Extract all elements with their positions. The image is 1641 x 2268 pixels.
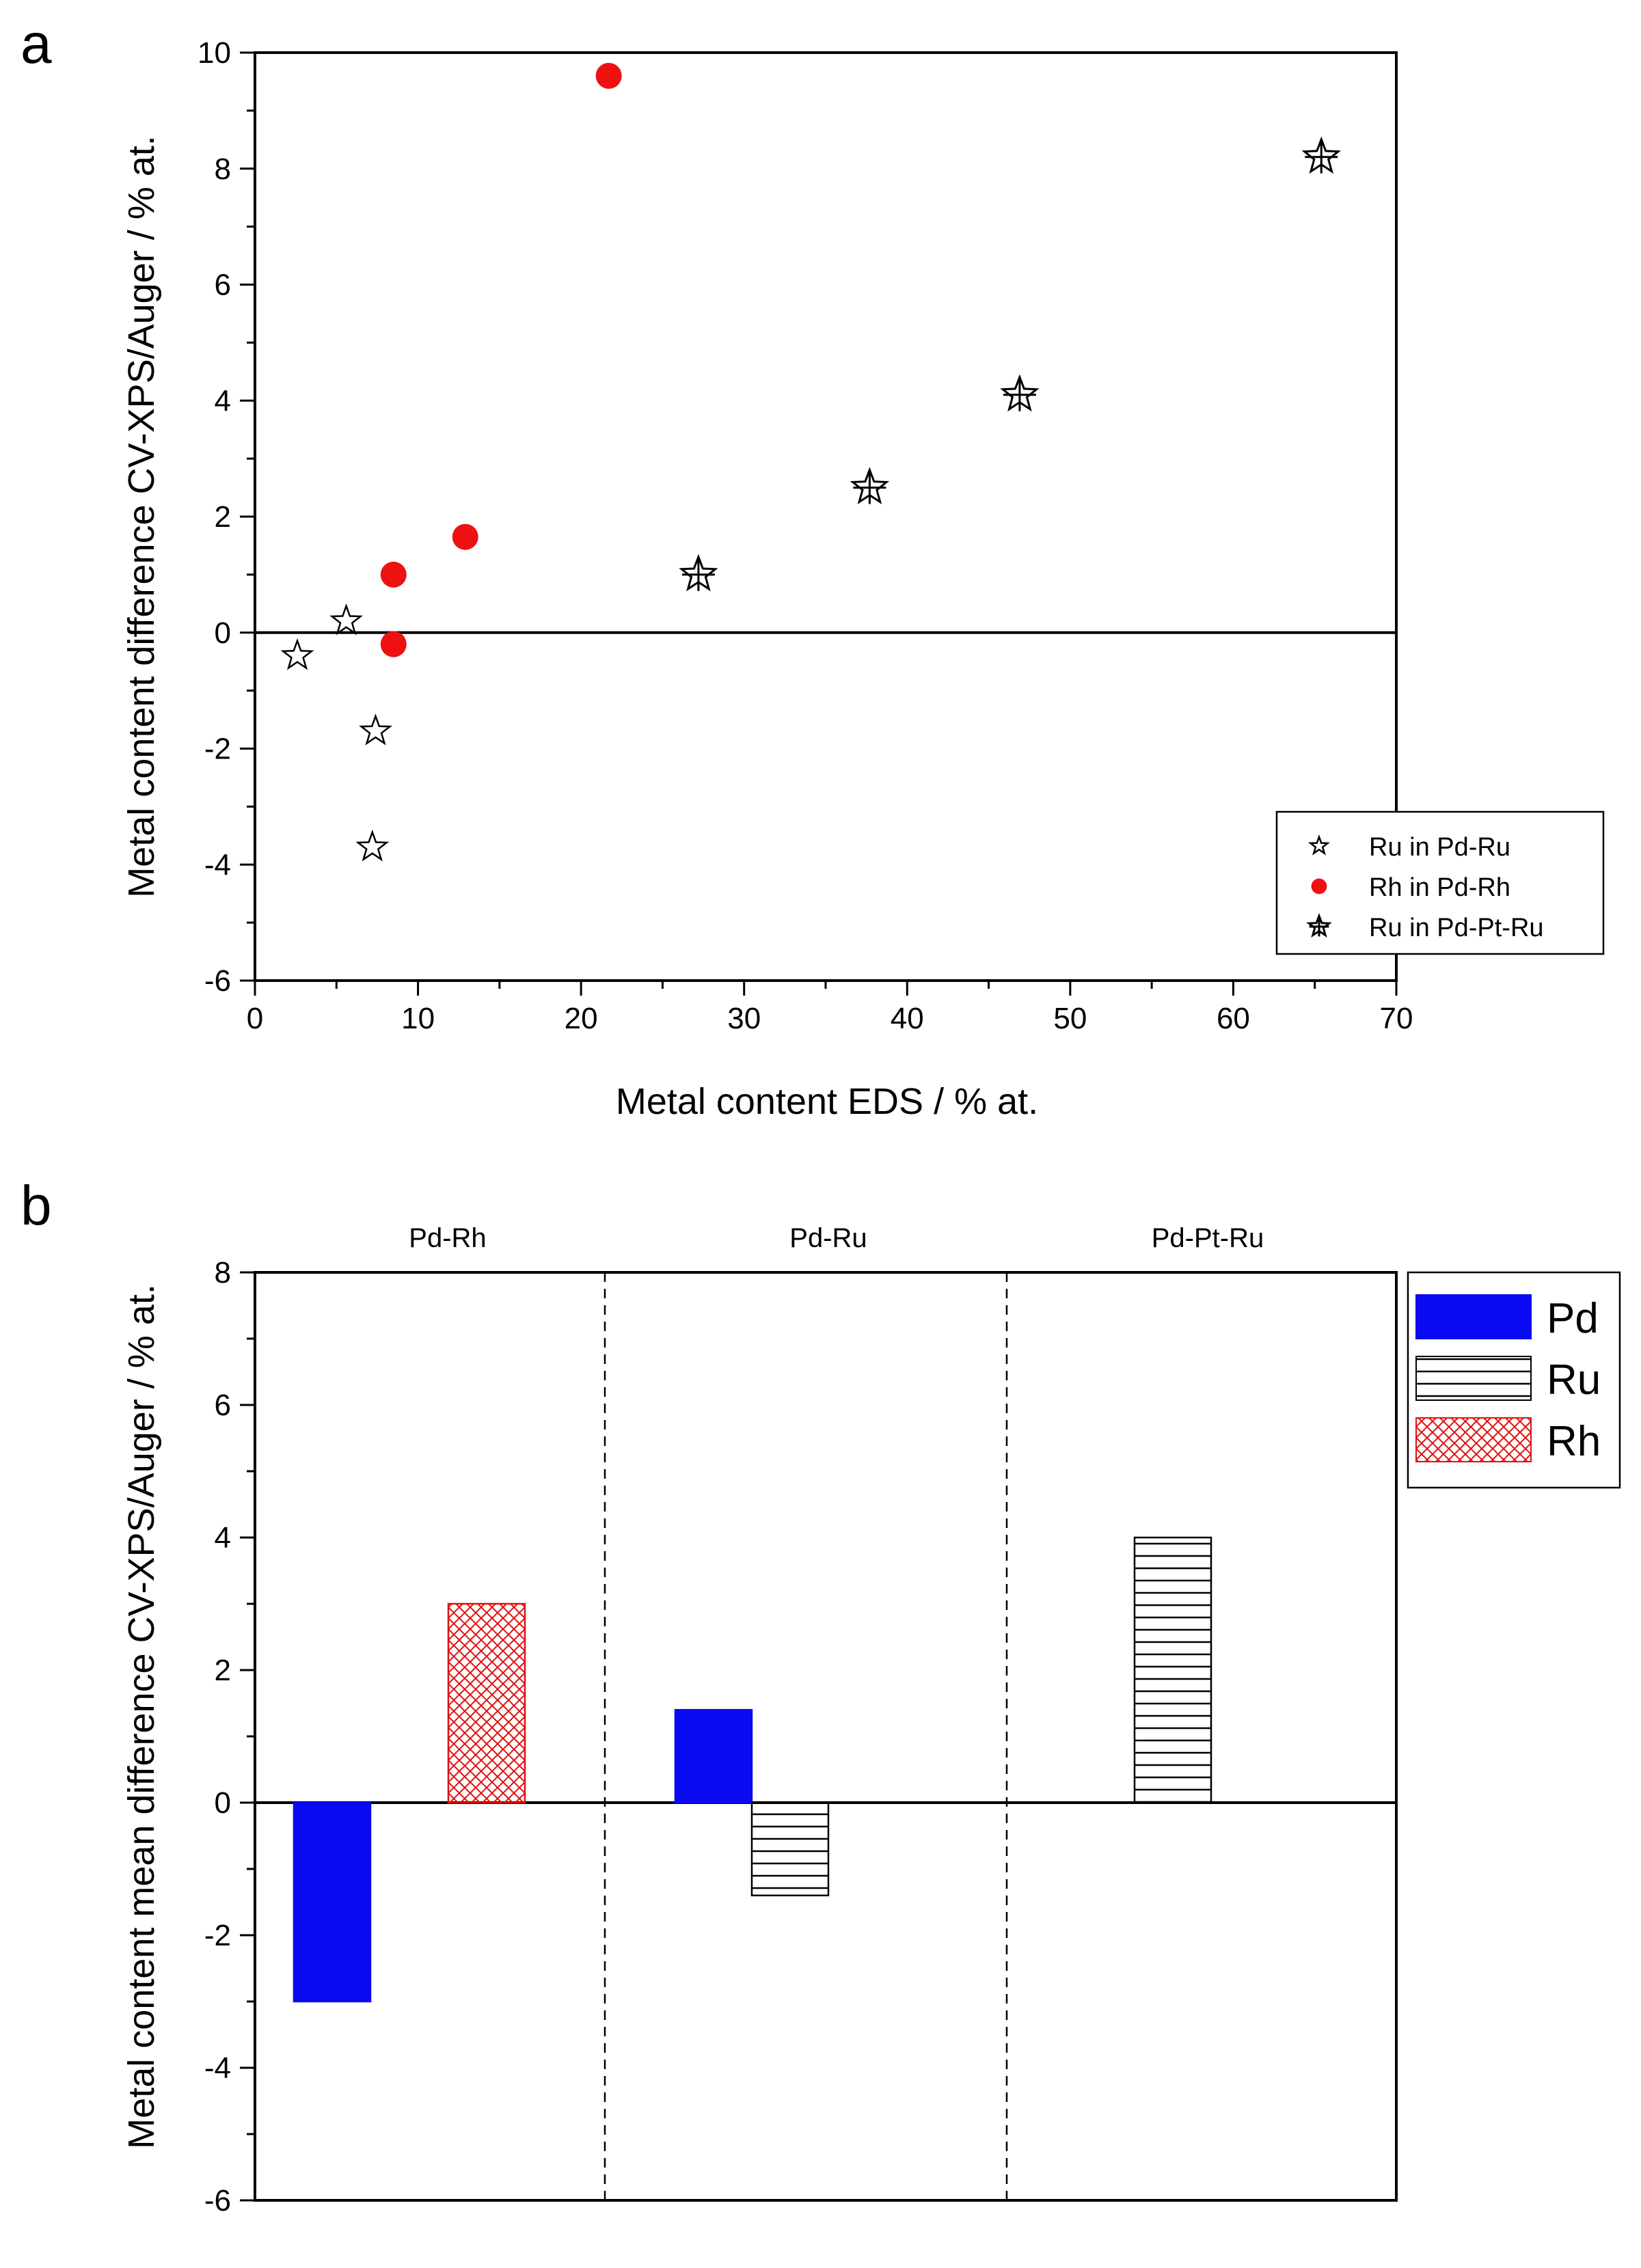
data-point-series-2 (1301, 136, 1342, 174)
data-point-series-1 (380, 561, 407, 588)
data-point-series-2 (850, 467, 890, 505)
b-y-tick-label: -6 (204, 2184, 231, 2217)
a-x-tick-label: 10 (401, 1002, 435, 1035)
panel-a-letter: a (21, 13, 52, 75)
panel-b-y-axis: -6 -4 -2 0 2 4 6 8 (204, 1256, 255, 2217)
bar-pd-pd-rh (293, 1801, 372, 2003)
legend-swatch-ru (1415, 1356, 1532, 1401)
group-label-pd-pt-ru: Pd-Pt-Ru (1152, 1223, 1264, 1253)
data-point-series-2 (1000, 374, 1040, 412)
a-y-tick-label: -4 (204, 848, 231, 882)
legend-label-ru-in-pd-pt-ru: Ru in Pd-Pt-Ru (1369, 914, 1544, 942)
b-y-tick-label: -2 (204, 1919, 231, 1952)
a-x-tick-label: 30 (727, 1002, 761, 1035)
bar-ru-pd-ru (750, 1801, 830, 1897)
a-y-tick-label: 8 (215, 152, 231, 186)
panel-b-bars (293, 1536, 1212, 2003)
a-y-tick-label: 0 (215, 616, 231, 650)
bar-rh-pd-rh (447, 1602, 526, 1804)
a-x-tick-label: 20 (565, 1002, 598, 1035)
panel-a-legend-markers (1306, 834, 1332, 938)
panel-b: b Pd-Rh Pd-Ru Pd-Pt-Ru -6 -4 -2 0 2 4 6 8 Metal… (21, 1175, 1621, 2217)
a-x-tick-label: 0 (247, 1002, 263, 1035)
panel-b-plot-frame (254, 1271, 1398, 2202)
b-y-tick-label: 0 (215, 1786, 231, 1820)
group-label-pd-ru: Pd-Ru (789, 1223, 867, 1253)
group-label-pd-rh: Pd-Rh (409, 1223, 486, 1253)
b-y-tick-label: 8 (215, 1256, 231, 1289)
panel-b-legend: Pd Ru Rh (1407, 1271, 1621, 1489)
a-y-tick-label: 10 (198, 36, 231, 70)
a-y-tick-label: -2 (204, 733, 231, 766)
legend-label-pd: Pd (1547, 1295, 1599, 1342)
panel-a-plot-frame (254, 51, 1398, 982)
panel-b-y-axis-title: Metal content mean difference CV-XPS/Aug… (121, 1284, 162, 2149)
panel-a-y-axis-title: Metal content difference CV-XPS/Auger / … (121, 135, 162, 898)
panel-a-legend: Ru in Pd-Ru Rh in Pd-Rh Ru in Pd-Pt-Ru (1275, 810, 1605, 955)
data-point-series-1 (380, 631, 407, 657)
b-y-tick-label: 4 (215, 1521, 231, 1555)
legend-marker-1 (1311, 878, 1327, 894)
legend-marker-0 (1307, 834, 1331, 856)
a-y-tick-label: 4 (215, 384, 231, 418)
panel-b-letter: b (21, 1175, 52, 1237)
data-point-series-1 (452, 523, 478, 550)
a-x-tick-label: 40 (891, 1002, 924, 1035)
data-point-series-0 (280, 638, 314, 670)
a-y-tick-label: 6 (215, 269, 231, 302)
b-y-tick-label: 6 (215, 1389, 231, 1422)
legend-label-rh-in-pd-rh: Rh in Pd-Rh (1369, 873, 1510, 902)
data-point-series-0 (355, 830, 390, 862)
data-point-series-0 (329, 603, 363, 636)
a-y-tick-label: -6 (204, 964, 231, 998)
panel-a-x-axis-title: Metal content EDS / % at. (616, 1081, 1038, 1122)
panel-a-data-points (280, 62, 1342, 862)
legend-swatch-rh (1415, 1417, 1532, 1462)
a-x-tick-label: 50 (1053, 1002, 1087, 1035)
panel-a: a -6 -4 -2 0 2 4 6 8 10 0 10 20 30 40 50 60 70 Metal co… (21, 13, 1605, 1122)
bar-pd-pd-ru (674, 1708, 753, 1804)
a-y-tick-label: 2 (215, 500, 231, 534)
legend-marker-2 (1306, 913, 1332, 938)
legend-label-rh: Rh (1547, 1418, 1601, 1465)
panel-a-y-axis: -6 -4 -2 0 2 4 6 8 10 (198, 36, 255, 998)
legend-label-ru: Ru (1547, 1356, 1601, 1404)
panel-a-legend-box (1275, 810, 1605, 955)
panel-a-x-axis: 0 10 20 30 40 50 60 70 (247, 981, 1413, 1035)
data-point-series-1 (595, 62, 622, 89)
data-point-series-2 (679, 554, 718, 592)
legend-swatch-pd (1415, 1294, 1532, 1339)
b-y-tick-label: -4 (204, 2051, 231, 2085)
legend-label-ru-in-pd-ru: Ru in Pd-Ru (1369, 833, 1510, 862)
a-x-tick-label: 70 (1380, 1002, 1413, 1035)
b-y-tick-label: 2 (215, 1654, 231, 1687)
data-point-series-0 (359, 713, 393, 746)
bar-ru-pd-pt-ru (1133, 1536, 1212, 1804)
a-x-tick-label: 60 (1217, 1002, 1250, 1035)
